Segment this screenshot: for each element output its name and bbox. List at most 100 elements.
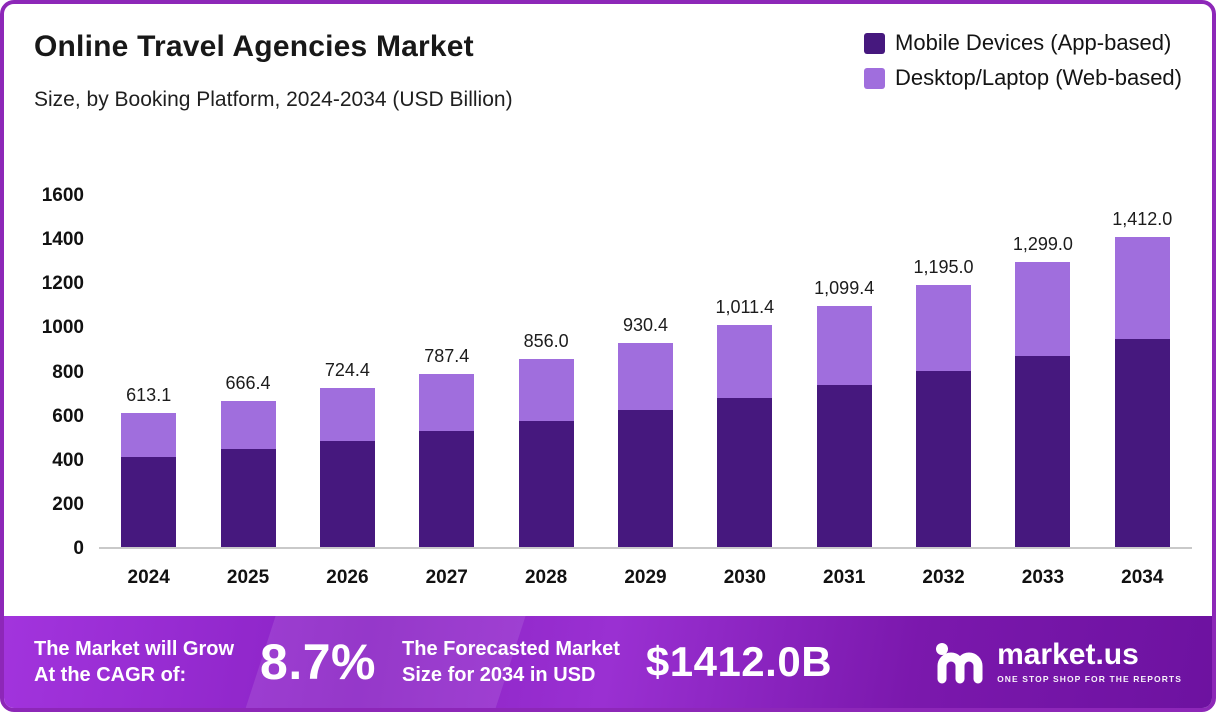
legend-item-desktop: Desktop/Laptop (Web-based) bbox=[864, 65, 1182, 91]
stacked-bar bbox=[518, 359, 574, 547]
brand-name: market.us bbox=[997, 638, 1139, 671]
stacked-bar bbox=[717, 325, 773, 547]
forecast-label-line1: The Forecasted Market bbox=[402, 638, 620, 660]
y-axis-tick: 800 bbox=[52, 361, 84, 383]
stacked-bar bbox=[1015, 262, 1071, 547]
bar-column: 787.4 bbox=[397, 196, 496, 547]
y-axis-tick: 600 bbox=[52, 405, 84, 427]
bar-total-label: 787.4 bbox=[424, 346, 470, 367]
x-axis-tick: 2034 bbox=[1121, 567, 1164, 588]
legend-swatch-desktop bbox=[864, 67, 886, 89]
bar-segment-desktop bbox=[617, 342, 673, 411]
stacked-bar bbox=[419, 374, 475, 547]
bar-segment-desktop bbox=[319, 388, 375, 441]
bar-column: 1,195.0 bbox=[894, 196, 993, 547]
bar-segment-desktop bbox=[916, 284, 972, 372]
bar-segment-desktop bbox=[419, 374, 475, 432]
bar-total-label: 856.0 bbox=[523, 331, 569, 352]
y-axis-tick: 0 bbox=[73, 538, 84, 559]
cagr-value: 8.7% bbox=[260, 634, 377, 690]
legend: Mobile Devices (App-based) Desktop/Lapto… bbox=[864, 30, 1182, 91]
cagr-label: The Market will Grow At the CAGR of: bbox=[34, 636, 234, 688]
bar-segment-desktop bbox=[717, 325, 773, 399]
y-axis-tick: 200 bbox=[52, 493, 84, 515]
bar-total-label: 930.4 bbox=[622, 314, 668, 335]
marketus-logo-icon bbox=[936, 643, 983, 684]
bar-segment-mobile bbox=[1015, 356, 1071, 547]
bar-total-label: 613.1 bbox=[126, 384, 172, 405]
stacked-bar bbox=[1114, 237, 1170, 547]
stacked-bar bbox=[220, 400, 276, 547]
bar-total-label: 1,412.0 bbox=[1112, 209, 1173, 230]
bar-segment-desktop bbox=[121, 412, 177, 457]
bar-column: 1,099.4 bbox=[795, 196, 894, 547]
stacked-bar bbox=[617, 342, 673, 547]
x-axis-tick: 2028 bbox=[524, 567, 568, 588]
forecast-label-line2: Size for 2034 in USD bbox=[402, 664, 596, 686]
bar-segment-mobile bbox=[220, 449, 276, 547]
legend-item-mobile: Mobile Devices (App-based) bbox=[864, 30, 1182, 56]
stacked-bar bbox=[121, 412, 177, 547]
x-axis-tick: 2033 bbox=[1021, 567, 1065, 588]
x-axis-tick: 2032 bbox=[922, 567, 965, 588]
bar-total-label: 1,299.0 bbox=[1012, 234, 1073, 255]
legend-label-mobile: Mobile Devices (App-based) bbox=[895, 30, 1172, 55]
brand-lockup: market.us ONE STOP SHOP FOR THE REPORTS bbox=[935, 639, 1182, 685]
bar-segment-mobile bbox=[518, 421, 574, 547]
forecast-value: $1412.0B bbox=[645, 638, 833, 685]
bar-total-label: 1,195.0 bbox=[913, 256, 974, 277]
stacked-bar bbox=[816, 305, 872, 547]
y-axis-labels: 0 200 400 600 800 1000 1200 1400 1600 bbox=[12, 185, 84, 559]
legend-label-desktop: Desktop/Laptop (Web-based) bbox=[895, 65, 1182, 90]
bar-total-label: 1,011.4 bbox=[715, 297, 775, 318]
legend-swatch-mobile bbox=[864, 32, 886, 54]
x-axis-tick: 2025 bbox=[226, 567, 270, 588]
y-axis-tick: 1200 bbox=[41, 273, 84, 295]
bar-segment-mobile bbox=[717, 398, 773, 547]
brand-tagline: ONE STOP SHOP FOR THE REPORTS bbox=[997, 674, 1182, 684]
x-axis-tick: 2027 bbox=[425, 567, 468, 588]
y-axis-tick: 1400 bbox=[41, 229, 84, 251]
bar-total-label: 666.4 bbox=[225, 372, 271, 393]
bar-column: 930.4 bbox=[596, 196, 695, 547]
cagr-label-line1: The Market will Grow bbox=[34, 638, 235, 660]
x-axis-tick: 2024 bbox=[127, 567, 170, 588]
bar-column: 1,299.0 bbox=[993, 196, 1092, 547]
x-axis-labels: 2024 2025 2026 2027 2028 2029 2030 2031 2032 2033… bbox=[99, 567, 1192, 589]
bar-total-label: 1,099.4 bbox=[814, 277, 875, 298]
bar-segment-mobile bbox=[1114, 339, 1170, 547]
stacked-bar bbox=[916, 284, 972, 547]
bar-segment-mobile bbox=[419, 431, 475, 547]
x-axis-tick: 2031 bbox=[823, 567, 866, 588]
bar-column: 724.4 bbox=[298, 196, 397, 547]
stacked-bar bbox=[319, 388, 375, 547]
bar-segment-mobile bbox=[319, 440, 375, 547]
y-axis-tick: 400 bbox=[52, 449, 84, 471]
bar-segment-mobile bbox=[916, 371, 972, 547]
forecast-label: The Forecasted Market Size for 2034 in U… bbox=[402, 636, 620, 688]
bar-segment-desktop bbox=[518, 359, 574, 422]
bar-segment-mobile bbox=[617, 410, 673, 547]
x-axis-tick: 2030 bbox=[723, 567, 766, 588]
y-axis-tick: 1600 bbox=[41, 185, 84, 206]
bar-segment-desktop bbox=[1114, 237, 1170, 340]
bar-column: 613.1 bbox=[99, 196, 198, 547]
chart-subtitle: Size, by Booking Platform, 2024-2034 (US… bbox=[34, 88, 513, 111]
bar-column: 856.0 bbox=[496, 196, 595, 547]
bar-column: 666.4 bbox=[198, 196, 297, 547]
bar-column: 1,011.4 bbox=[695, 196, 794, 547]
cagr-label-line2: At the CAGR of: bbox=[34, 664, 187, 686]
bar-total-label: 724.4 bbox=[324, 360, 370, 381]
plot-area: 613.1 666.4 724.4 787.4 856.0 930.4 1,011.4 1,0… bbox=[99, 196, 1192, 549]
x-axis-tick: 2029 bbox=[624, 567, 667, 588]
footer-banner: The Market will Grow At the CAGR of: 8.7… bbox=[4, 616, 1212, 708]
bar-segment-desktop bbox=[816, 305, 872, 386]
brand-texts: market.us ONE STOP SHOP FOR THE REPORTS bbox=[997, 638, 1182, 685]
bar-column: 1,412.0 bbox=[1093, 196, 1192, 547]
chart-title: Online Travel Agencies Market bbox=[34, 30, 474, 63]
x-axis-tick: 2026 bbox=[326, 567, 369, 588]
y-axis-tick: 1000 bbox=[41, 317, 84, 339]
bar-segment-mobile bbox=[121, 456, 177, 547]
bar-segment-mobile bbox=[816, 385, 872, 547]
